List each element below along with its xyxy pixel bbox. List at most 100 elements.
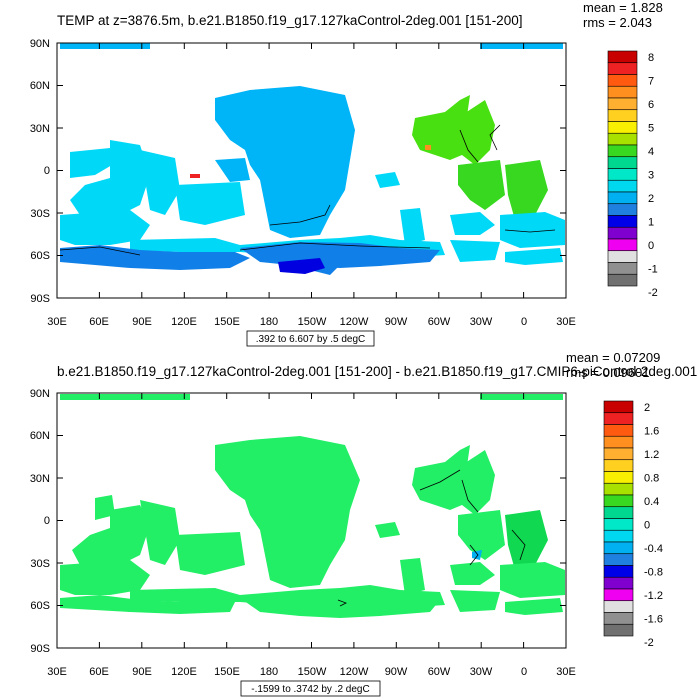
colorbar-swatch [607, 203, 638, 216]
field-patch [175, 532, 245, 575]
colorbar-swatch [603, 506, 634, 519]
atlantic-tropic [505, 160, 548, 220]
colorbar-label: -1.6 [644, 613, 663, 625]
colorbar-swatch [607, 238, 638, 252]
field-patch [412, 445, 470, 510]
colorbar-label: -2 [648, 287, 658, 299]
contour-line [469, 544, 479, 566]
panel-1-rms: rms = 2.043 [583, 15, 652, 30]
panel-2-range-box: -.1599 to .3742 by .2 degC [240, 680, 381, 697]
lon-label: 30W [470, 666, 493, 678]
lat-label: 60N [30, 80, 50, 92]
panel-2-lon-axis: 30E 60E 90E 120E 150E 180 150W 120W 90W … [47, 393, 576, 678]
ocean-patch [70, 148, 112, 178]
panel-1-lon-axis: 30E 60E 90E 120E 150E 180 150W 120W 90W … [47, 43, 576, 328]
lon-label: 90E [132, 666, 152, 678]
colorbar-swatch [607, 144, 638, 158]
colorbar-swatch [603, 424, 634, 437]
pacific-body [255, 145, 310, 170]
colorbar-label: 2 [648, 193, 654, 205]
colorbar-label: 0.4 [644, 496, 659, 508]
lon-label: 60W [428, 316, 451, 328]
contour-line [239, 242, 431, 251]
ocean-patch [215, 158, 250, 182]
arctic-strip [60, 394, 190, 400]
colorbar-swatch [607, 121, 638, 134]
warm-spot [425, 145, 431, 150]
lon-label: 60W [428, 666, 451, 678]
field-patch [450, 590, 500, 612]
ocean-patch [175, 182, 245, 225]
contour-line [59, 246, 141, 256]
warm-spot [190, 174, 200, 178]
lon-label: 60E [89, 316, 109, 328]
colorbar-swatch [607, 262, 638, 275]
lon-label: 150E [214, 666, 240, 678]
field-patch [72, 505, 150, 570]
contour-line [459, 129, 479, 163]
colorbar-swatch [607, 50, 638, 64]
field-patch [450, 562, 495, 585]
lat-label: 30N [30, 123, 50, 135]
lon-label: 90E [132, 316, 152, 328]
lon-label: 30E [47, 666, 67, 678]
lon-label: 90W [385, 316, 408, 328]
panel-2: b.e21.B1850.f19_g17.127kaControl-2deg.00… [30, 350, 697, 697]
lat-label: 60S [30, 600, 50, 612]
colorbar-label: -0.4 [644, 543, 663, 555]
colorbar-swatch [607, 179, 638, 193]
colorbar-swatch [603, 576, 634, 590]
panel-1-title: TEMP at z=3876.5m, b.e21.B1850.f19_g17.1… [57, 13, 522, 28]
lat-label: 30S [30, 558, 50, 570]
ocean-patch [60, 210, 150, 245]
cool-patch [472, 550, 482, 560]
colorbar-swatch [603, 482, 634, 496]
lat-label: 30S [30, 208, 50, 220]
field-patch [400, 558, 425, 595]
colorbar-label: 5 [648, 122, 654, 134]
lon-label: 120W [340, 316, 369, 328]
atlantic-south [505, 248, 563, 265]
arctic-strip [60, 43, 150, 49]
panel-2-title: b.e21.B1850.f19_g17.127kaControl-2deg.00… [57, 364, 697, 379]
arctic-strip [480, 43, 563, 49]
colorbar-label: 0.8 [644, 472, 659, 484]
lat-label: 90S [30, 293, 50, 305]
colorbar-swatch [603, 565, 634, 578]
colorbar-label: 6 [648, 99, 654, 111]
lon-label: 30E [556, 316, 576, 328]
lon-label: 180 [260, 666, 278, 678]
colorbar-swatch [603, 494, 634, 508]
panel-1-lat-axis: 90N 60N 30N 0 30S 60S 90S [30, 38, 566, 305]
lon-label: 30W [470, 316, 493, 328]
colorbar-label: 8 [648, 52, 654, 64]
colorbar-label: -0.8 [644, 566, 663, 578]
colorbar-swatch [603, 623, 634, 637]
colorbar-swatch [607, 85, 638, 99]
colorbar-swatch [607, 215, 638, 228]
panel-2-mean: mean = 0.07209 [566, 350, 660, 365]
panel-1-colorbar: 8 7 6 5 4 3 2 1 0 -1 -2 [607, 50, 658, 299]
colorbar-swatch [607, 168, 638, 181]
colorbar-swatch [603, 412, 634, 425]
contour-line [337, 599, 347, 607]
lat-label: 30N [30, 473, 50, 485]
colorbar-label: -2 [644, 637, 654, 649]
panel-1-mean: mean = 1.828 [583, 0, 663, 15]
colorbar-swatch [607, 132, 638, 146]
colorbar-swatch [603, 447, 634, 461]
colorbar-swatch [603, 435, 634, 449]
lon-label: 0 [521, 666, 527, 678]
panel-2-map [60, 394, 565, 618]
lat-label: 90S [30, 643, 50, 655]
southern-band [60, 245, 250, 270]
lon-label: 30E [556, 666, 576, 678]
contour-line [461, 479, 479, 513]
atlantic-south [450, 240, 500, 262]
ocean-patch [400, 208, 425, 245]
field-patch [140, 500, 180, 565]
atlantic-tropic [458, 160, 505, 210]
contour-line [419, 469, 461, 491]
colorbar-swatch [603, 553, 634, 566]
deep-patch [278, 258, 325, 274]
